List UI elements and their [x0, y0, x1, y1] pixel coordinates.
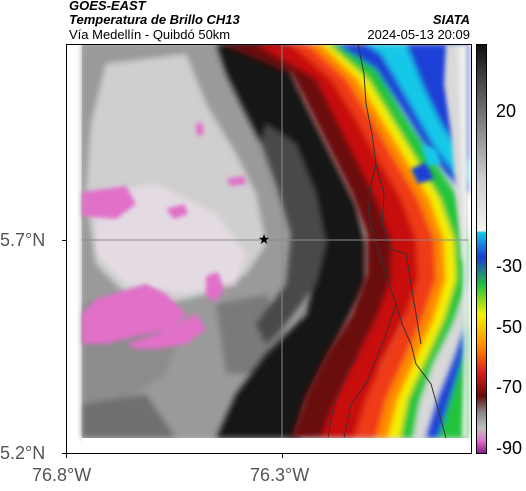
- satellite-title: GOES-EAST: [69, 0, 146, 13]
- brightness-temperature-map[interactable]: ★: [66, 43, 472, 454]
- lon-tick-1: [66, 454, 67, 458]
- lon-tick-2: [282, 454, 283, 458]
- colorbar-label-minus30: -30: [496, 256, 523, 276]
- lon-label-2: 76.3°W: [250, 465, 310, 485]
- lat-tick-1: [62, 240, 66, 241]
- brand-label: SIATA: [432, 12, 470, 27]
- colorbar-label-minus90: -90: [496, 438, 523, 458]
- product-title: Temperatura de Brillo CH13: [69, 12, 240, 27]
- colorbar-label-minus70: -70: [496, 377, 523, 397]
- colorbar: [476, 44, 487, 454]
- star-marker: ★: [258, 232, 271, 248]
- colorbar-label-minus50: -50: [496, 317, 523, 337]
- lat-label-2: 5.2°N: [0, 443, 46, 463]
- colorbar-gradient: [477, 45, 486, 453]
- timestamp-label: 2024-05-13 20:09: [367, 27, 470, 42]
- lat-tick-2: [62, 453, 66, 454]
- region-subtitle: Vía Medellín - Quibdó 50km: [69, 27, 231, 42]
- colorbar-label-20: 20: [496, 101, 517, 121]
- map-canvas: ★: [66, 43, 472, 454]
- lon-label-1: 76.8°W: [32, 465, 92, 485]
- lat-label-1: 5.7°N: [0, 230, 46, 250]
